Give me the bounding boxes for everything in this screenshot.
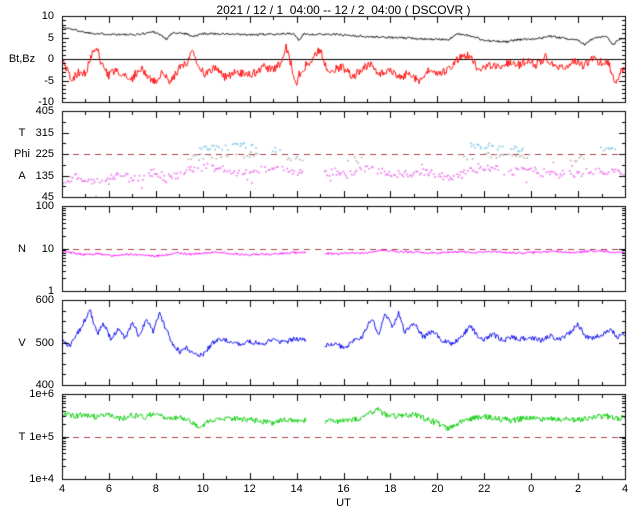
plot-canvas: [0, 0, 640, 512]
dscovr-solar-wind-plot: 2021 / 12 / 1 04:00 -- 12 / 2 04:00 ( DS…: [0, 0, 640, 512]
